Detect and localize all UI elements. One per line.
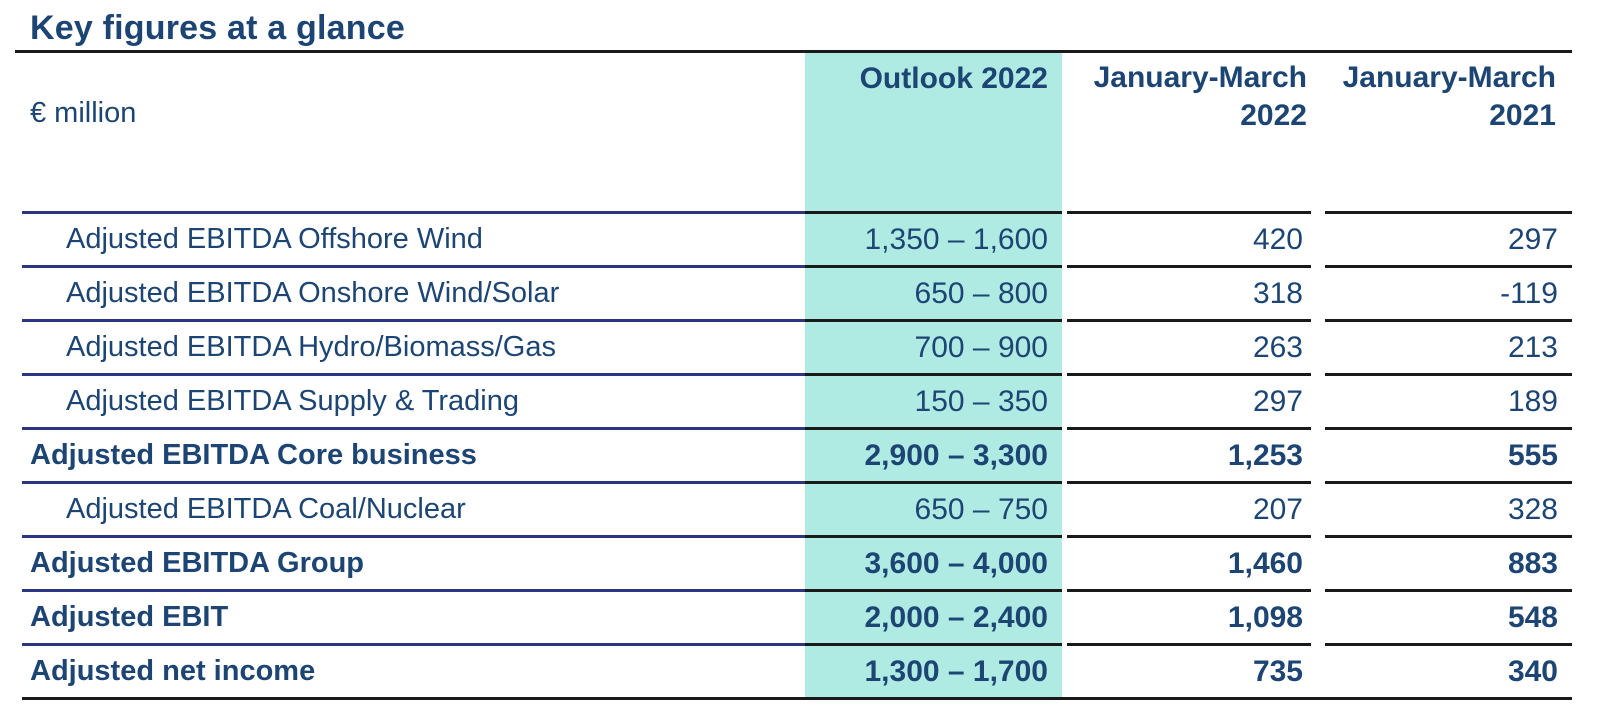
outlook-value: 3,600 – 4,000 [805,535,1062,589]
jan-mar-2022-value: 297 [1067,373,1311,427]
outlook-value: 1,350 – 1,600 [805,211,1062,265]
row-label: Adjusted EBITDA Coal/Nuclear [22,481,805,535]
table-row: Adjusted EBITDA Group 3,600 – 4,000 1,46… [22,535,1572,589]
table-row: Adjusted EBITDA Hydro/Biomass/Gas 700 – … [22,319,1572,373]
row-label: Adjusted EBITDA Hydro/Biomass/Gas [22,319,805,373]
table-row: Adjusted net income 1,300 – 1,700 735 34… [22,643,1572,697]
jan-mar-2022-value: 420 [1067,211,1311,265]
jan-mar-2021-value: -119 [1325,265,1572,319]
row-label: Adjusted EBITDA Onshore Wind/Solar [22,265,805,319]
jan-mar-2021-value: 340 [1325,643,1572,697]
table-bottom-divider [22,697,1572,700]
jan-mar-2022-value: 263 [1067,319,1311,373]
outlook-value: 650 – 800 [805,265,1062,319]
jan-mar-2022-value: 1,253 [1067,427,1311,481]
table-row: Adjusted EBITDA Supply & Trading 150 – 3… [22,373,1572,427]
jan-mar-2022-value: 207 [1067,481,1311,535]
table-row: Adjusted EBITDA Core business 2,900 – 3,… [22,427,1572,481]
jan-mar-2022-value: 1,098 [1067,589,1311,643]
jan-mar-2022-value: 1,460 [1067,535,1311,589]
table-row: Adjusted EBITDA Onshore Wind/Solar 650 –… [22,265,1572,319]
title-divider [15,50,1572,53]
outlook-value: 700 – 900 [805,319,1062,373]
outlook-value: 2,900 – 3,300 [805,427,1062,481]
jan-mar-2021-value: 883 [1325,535,1572,589]
jan-mar-2022-value: 318 [1067,265,1311,319]
row-label: Adjusted net income [22,643,805,697]
outlook-value: 150 – 350 [805,373,1062,427]
row-label: Adjusted EBIT [22,589,805,643]
jan-mar-2021-value: 297 [1325,211,1572,265]
row-label: Adjusted EBITDA Core business [22,427,805,481]
row-label: Adjusted EBITDA Offshore Wind [22,211,805,265]
jan-mar-2021-value: 213 [1325,319,1572,373]
outlook-value: 1,300 – 1,700 [805,643,1062,697]
key-figures-table: Key figures at a glance € million Outloo… [15,6,1572,700]
unit-label: € million [30,97,137,129]
page-title: Key figures at a glance [30,9,405,47]
table-row: Adjusted EBIT 2,000 – 2,400 1,098 548 [22,589,1572,643]
jan-mar-2021-value: 189 [1325,373,1572,427]
table-header-row: € million Outlook 2022 January-March 202… [22,53,1572,211]
column-header-jan-mar-2022: January-March 2022 [1093,61,1307,132]
table-row: Adjusted EBITDA Offshore Wind 1,350 – 1,… [22,211,1572,265]
jan-mar-2021-value: 328 [1325,481,1572,535]
row-label: Adjusted EBITDA Group [22,535,805,589]
outlook-value: 2,000 – 2,400 [805,589,1062,643]
column-header-jan-mar-2021: January-March 2021 [1342,61,1556,132]
column-header-outlook-2022: Outlook 2022 [805,53,1062,211]
outlook-value: 650 – 750 [805,481,1062,535]
jan-mar-2022-value: 735 [1067,643,1311,697]
jan-mar-2021-value: 548 [1325,589,1572,643]
jan-mar-2021-value: 555 [1325,427,1572,481]
row-label: Adjusted EBITDA Supply & Trading [22,373,805,427]
table-row: Adjusted EBITDA Coal/Nuclear 650 – 750 2… [22,481,1572,535]
